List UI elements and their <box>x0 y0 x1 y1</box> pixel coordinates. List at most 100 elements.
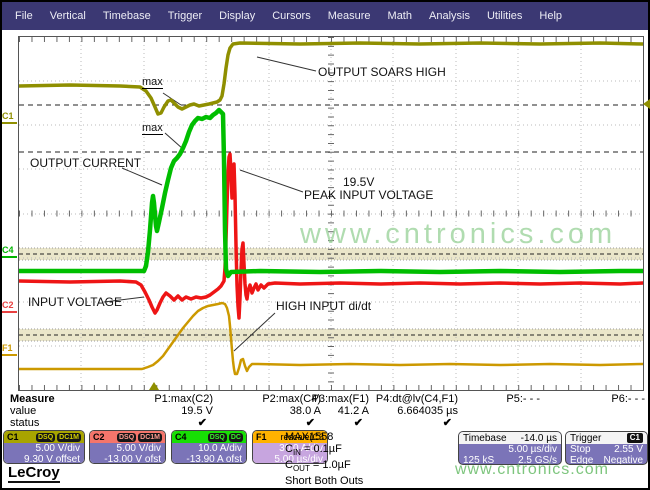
measure-p2-value: 38.0 A <box>289 405 321 417</box>
lecroy-logo: LeCroy <box>8 464 60 483</box>
marker-c4[interactable]: C4 <box>2 246 17 258</box>
annotation-output-current: OUTPUT CURRENT <box>30 156 142 170</box>
measure-p3-value: 41.2 A <box>337 405 369 417</box>
channel-f1-timebase: 5.00 µs/div <box>274 454 323 464</box>
measure-p1[interactable]: P1:max(C2) 19.5 V ✔ <box>83 393 213 429</box>
measure-p2-status: ✔ <box>305 417 315 429</box>
channel-f1-scale: 30.0 A/div <box>279 443 323 454</box>
measure-p3[interactable]: P3:max(F1) 41.2 A ✔ <box>284 393 369 429</box>
timebase-scale: 5.00 µs/div <box>508 444 557 455</box>
menu-display[interactable]: Display <box>219 9 256 22</box>
channel-c1-scale: 5.00 V/div <box>35 443 80 454</box>
menu-bar: File Vertical Timebase Trigger Display C… <box>2 2 648 30</box>
menu-timebase[interactable]: Timebase <box>102 9 151 22</box>
measure-p1-label: P1:max(C2) <box>154 393 213 405</box>
trace-c4-output-current[interactable] <box>19 107 643 279</box>
channel-c1-badge-coupling: DC1M <box>57 432 81 442</box>
measure-p2[interactable]: P2:max(C4) 38.0 A ✔ <box>191 393 321 429</box>
channel-f1-id: F1 <box>256 432 267 442</box>
notes-cout: COUT = 1.0µF <box>285 459 351 474</box>
notes-footer: Short Both Outs <box>285 475 364 488</box>
marker-c4-label: C4 <box>2 245 14 255</box>
measure-p4-value: 6.664035 µs <box>397 405 458 417</box>
marker-c2[interactable]: C2 <box>2 301 17 313</box>
channel-c2-badge-dsq: DSQ <box>116 432 137 442</box>
trigger-source-badge: C1 <box>626 433 643 443</box>
trigger-time-arrow[interactable] <box>149 382 159 390</box>
channel-box-f1[interactable]: F1 rescale(C3 30.0 A/div 5.00 µs/div <box>252 430 328 464</box>
measure-p6[interactable]: P6:- - - <box>515 393 645 405</box>
annotation-peak-value: 19.5V <box>343 175 375 189</box>
channel-c4-id: C4 <box>175 432 187 442</box>
channel-c4-scale: 10.0 A/div <box>198 443 242 454</box>
marker-c1[interactable]: C1 <box>2 112 17 124</box>
menu-trigger[interactable]: Trigger <box>167 9 203 22</box>
trigger-box[interactable]: Trigger C1 Stop 2.55 V Edge Negative <box>565 431 648 465</box>
channel-box-c1[interactable]: C1 DSQ DC1M 5.00 V/div 9.30 V offset <box>3 430 85 464</box>
trace-c2-input-voltage[interactable] <box>19 152 643 320</box>
timebase-title: Timebase <box>463 432 507 444</box>
annotation-output-soars-high: OUTPUT SOARS HIGH <box>318 65 446 79</box>
menu-file[interactable]: File <box>15 9 33 22</box>
menu-vertical[interactable]: Vertical <box>49 9 86 22</box>
timebase-samples: 125 kS <box>463 455 495 465</box>
channel-c4-badge-dsq: DSQ <box>207 432 227 442</box>
measure-p3-label: P3:max(F1) <box>311 393 369 405</box>
timebase-box[interactable]: Timebase -14.0 µs 5.00 µs/div 125 kS 2.5 … <box>458 431 562 465</box>
menu-analysis[interactable]: Analysis <box>429 9 470 22</box>
watermark-middle: www.cntronics.com <box>300 218 617 250</box>
annotation-max-lower: max <box>142 122 163 135</box>
menu-cursors[interactable]: Cursors <box>272 9 311 22</box>
measure-p5[interactable]: P5:- - - <box>410 393 540 405</box>
measure-p1-value: 19.5 V <box>181 405 213 417</box>
center-axes <box>19 37 643 390</box>
menu-math[interactable]: Math <box>387 9 412 22</box>
channel-box-c4[interactable]: C4 DSQ DC 10.0 A/div -13.90 A ofst <box>171 430 247 464</box>
trigger-mode: Stop <box>570 444 591 455</box>
measure-status-label: status <box>10 417 40 429</box>
marker-f1-label: F1 <box>2 343 13 353</box>
trace-c1-output-voltage[interactable] <box>19 41 643 116</box>
marker-c2-label: C2 <box>2 300 14 310</box>
channel-c2-id: C2 <box>93 432 105 442</box>
waveform-plot <box>19 37 643 390</box>
trigger-kind: Edge <box>570 455 594 465</box>
annotation-high-input-didt: HIGH INPUT di/dt <box>276 299 372 313</box>
channel-c1-offset: 9.30 V offset <box>24 454 80 464</box>
menu-measure[interactable]: Measure <box>327 9 371 22</box>
measure-p5-label: P5:- - - <box>506 393 540 405</box>
measure-title: Measure <box>10 393 55 405</box>
measure-p4[interactable]: P4:dt@lv(C4,F1) 6.664035 µs ✔ <box>328 393 458 429</box>
channel-f1-function: rescale(C3 <box>280 432 324 442</box>
channel-c2-badge-coupling: DC1M <box>138 432 162 442</box>
annotation-max-upper: max <box>142 76 163 89</box>
trace-f1-didt[interactable] <box>19 301 643 376</box>
marker-c1-label: C1 <box>2 111 14 121</box>
channel-c1-id: C1 <box>7 432 19 442</box>
measure-p2-label: P2:max(C4) <box>262 393 321 405</box>
trigger-level: 2.55 V <box>614 444 643 455</box>
trigger-slope: Negative <box>603 455 643 465</box>
watermark-bottom: www.cntronics.com <box>455 461 609 478</box>
measure-value-label: value <box>10 405 37 417</box>
circuit-notes: MAX1558 CIN = 0.1µF COUT = 1.0µF Short B… <box>285 431 363 487</box>
menu-utilities[interactable]: Utilities <box>486 9 523 22</box>
marker-f1[interactable]: F1 <box>2 344 17 356</box>
trigger-title: Trigger <box>570 432 602 444</box>
trigger-level-arrow[interactable] <box>643 99 650 109</box>
notes-part-number: MAX1558 <box>285 431 334 443</box>
annotation-peak-input-voltage: PEAK INPUT VOLTAGE <box>304 188 434 202</box>
measure-p1-status: ✔ <box>197 417 207 429</box>
timebase-rate: 2.5 GS/s <box>518 455 557 465</box>
annotation-input-voltage: INPUT VOLTAGE <box>28 295 123 309</box>
measure-p6-label: P6:- - - <box>611 393 645 405</box>
channel-c2-offset: -13.00 V ofst <box>104 454 161 464</box>
channel-c4-offset: -13.90 A ofst <box>186 454 242 464</box>
measure-p3-status: ✔ <box>353 417 363 429</box>
timebase-offset: -14.0 µs <box>520 432 557 444</box>
notes-cin: CIN = 0.1µF <box>285 443 342 458</box>
menu-help[interactable]: Help <box>539 9 563 22</box>
waveform-grid <box>18 36 644 391</box>
channel-box-c2[interactable]: C2 DSQ DC1M 5.00 V/div -13.00 V ofst <box>89 430 166 464</box>
